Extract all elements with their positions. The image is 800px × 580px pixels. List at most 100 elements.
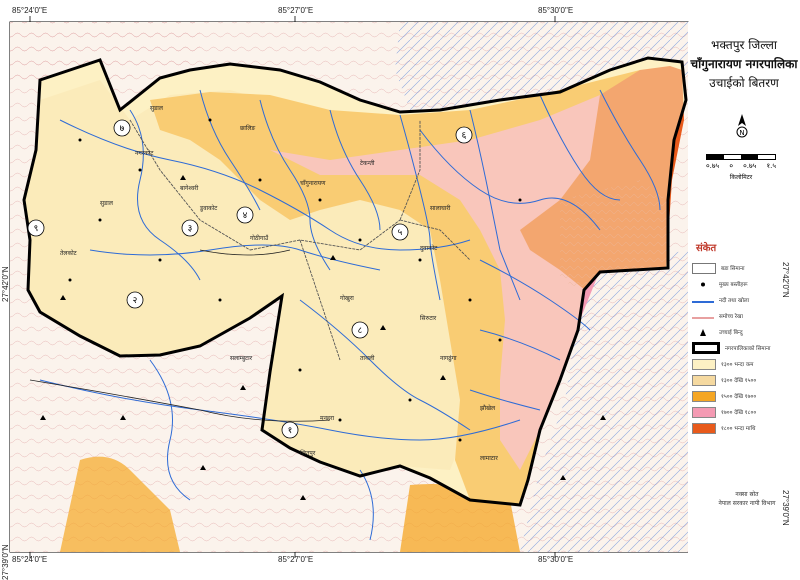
ward-label-1: १ bbox=[281, 421, 299, 439]
legend-symbol bbox=[692, 358, 716, 370]
map-area: १ २ ३ ४ ५ ६ ७ ८ ९ सुडाल बागे bbox=[10, 22, 688, 552]
map-credit: नक्सा स्रोत नेपाल सरकार नापी विभाग bbox=[702, 490, 792, 508]
ward-label-5: ५ bbox=[391, 223, 409, 241]
legend-label: समोच्च रेखा bbox=[719, 314, 743, 320]
legend-label: मुख्य बस्तीहरू bbox=[719, 282, 748, 288]
legend-item: १८०० भन्दा माथि bbox=[692, 420, 796, 436]
ward-number: ५ bbox=[398, 228, 403, 238]
ward-number: ३ bbox=[188, 224, 193, 234]
place-names: सुडाल बागेश्वरी चाँगुनारायण तेलकोट सुडाल… bbox=[60, 105, 498, 462]
ward-number: १ bbox=[288, 426, 293, 436]
legend-label: १७०० देखि १८०० bbox=[721, 410, 757, 416]
ward-number: ८ bbox=[358, 326, 363, 336]
legend-item: नदी तथा खोला bbox=[692, 292, 796, 308]
legend-item: समोच्च रेखा bbox=[692, 308, 796, 324]
title-district: भक्तपुर जिल्ला bbox=[711, 38, 777, 52]
graticule-ticks bbox=[29, 16, 556, 558]
outside-streams-east bbox=[520, 250, 688, 552]
ward-label-8: ८ bbox=[351, 321, 369, 339]
place-label: झौखेल bbox=[480, 404, 496, 412]
legend-item: नगरपालिकाको सिमाना bbox=[692, 340, 796, 356]
legend-item: १३०० देखि १५०० bbox=[692, 372, 796, 388]
coord-bottom-3: 85°30'0"E bbox=[538, 555, 574, 564]
legend-label: १५०० देखि १७०० bbox=[721, 394, 757, 400]
place-label: गोखुरा bbox=[340, 294, 354, 302]
legend: संकेत बडा सिमाना मुख्य बस्तीहरू नदी तथा खो… bbox=[692, 240, 796, 436]
ward-number: २ bbox=[133, 296, 138, 306]
spot-heights bbox=[40, 175, 606, 500]
ward-label-4: ४ bbox=[236, 206, 254, 224]
ward-label-3: ३ bbox=[181, 219, 199, 237]
legend-item: बडा सिमाना bbox=[692, 260, 796, 276]
place-label: तेलकोट bbox=[60, 249, 78, 257]
legend-label: १३०० देखि १५०० bbox=[721, 378, 757, 384]
legend-symbol bbox=[692, 317, 714, 319]
legend-item: १७०० देखि १८०० bbox=[692, 404, 796, 420]
scale-ticks: ०.७५ ० ०.७५ १.५ bbox=[706, 162, 776, 171]
coord-left-2: 27°39'0"N bbox=[1, 544, 10, 580]
place-label: टेकन्ती bbox=[360, 159, 375, 167]
scale-tick: ०.७५ bbox=[706, 162, 720, 170]
coord-top-2: 85°27'0"E bbox=[278, 6, 314, 15]
coord-bottom-2: 85°27'0"E bbox=[278, 555, 314, 564]
legend-item: मुख्य बस्तीहरू bbox=[692, 276, 796, 292]
credit-source: नेपाल सरकार नापी विभाग bbox=[718, 500, 776, 507]
place-label: सालाघारी bbox=[430, 204, 451, 212]
coord-right-2: 27°39'0"N bbox=[781, 490, 790, 526]
map-frame: १ २ ३ ४ ५ ६ ७ ८ ९ सुडाल बागे bbox=[9, 16, 689, 558]
ward-labels: १ २ ३ ४ ५ ६ ७ ८ ९ bbox=[27, 119, 473, 439]
roads bbox=[29, 249, 331, 422]
ward-number: ४ bbox=[243, 211, 248, 221]
scale-unit: किलोमिटर bbox=[729, 174, 753, 181]
legend-symbol bbox=[692, 374, 716, 386]
legend-item: उच्चाई बिन्दु bbox=[692, 324, 796, 340]
settlements bbox=[68, 118, 522, 442]
legend-heading: संकेत bbox=[696, 243, 717, 254]
coord-bottom-1: 85°24'0"E bbox=[12, 555, 48, 564]
place-label: लामाटार bbox=[480, 455, 498, 462]
map-sidebar: भक्तपुर जिल्ला चाँगुनारायण नगरपालिका उचा… bbox=[688, 22, 800, 566]
legend-items: बडा सिमाना मुख्य बस्तीहरू नदी तथा खोला समोच… bbox=[692, 260, 796, 436]
place-label: सिरुटार bbox=[420, 314, 437, 322]
legend-symbol bbox=[692, 280, 714, 289]
scale-bar: ०.७५ ० ०.७५ १.५ किलोमिटर bbox=[706, 154, 776, 181]
coord-left-1: 27°42'0"N bbox=[1, 266, 10, 302]
place-label: सुडाल bbox=[100, 200, 114, 207]
coord-top-1: 85°24'0"E bbox=[12, 6, 48, 15]
legend-symbol bbox=[692, 406, 716, 418]
legend-item: १५०० देखि १७०० bbox=[692, 388, 796, 404]
ward-label-9: ९ bbox=[27, 219, 45, 237]
legend-label: उच्चाई बिन्दु bbox=[719, 330, 743, 336]
title-subject: उचाईको बितरण bbox=[709, 76, 779, 90]
place-label: जितपुर bbox=[300, 449, 316, 457]
place-label: बागेश्वरी bbox=[180, 184, 199, 192]
legend-symbol bbox=[692, 422, 716, 434]
place-label: नगरकोट bbox=[135, 149, 154, 157]
coord-right-1: 27°42'0"N bbox=[781, 262, 790, 298]
outside-patch-sw bbox=[60, 456, 180, 552]
place-label: नागढुंगा bbox=[440, 355, 457, 362]
legend-symbol bbox=[692, 262, 716, 274]
ward-label-6: ६ bbox=[455, 126, 473, 144]
legend-symbol bbox=[692, 342, 720, 354]
north-arrow-icon: N bbox=[736, 114, 748, 138]
scale-bar-graphic bbox=[706, 154, 776, 160]
municipality-boundary bbox=[22, 56, 688, 507]
place-label: चाँगुनारायण bbox=[300, 179, 326, 187]
place-label: सुडाल bbox=[150, 105, 164, 112]
scale-tick: ०.७५ bbox=[743, 162, 757, 170]
ward-label-7: ७ bbox=[113, 119, 131, 137]
ward-label-2: २ bbox=[126, 291, 144, 309]
legend-symbol bbox=[692, 328, 714, 337]
place-label: डुवाकोट bbox=[199, 204, 218, 212]
legend-label: १८०० भन्दा माथि bbox=[721, 426, 756, 432]
legend-symbol bbox=[692, 301, 714, 303]
outside-streams-north bbox=[395, 22, 688, 115]
title-municipality: चाँगुनारायण नगरपालिका bbox=[690, 57, 798, 71]
place-label: मनहरा bbox=[320, 415, 335, 422]
place-label: ताथली bbox=[360, 354, 375, 362]
legend-label: नगरपालिकाको सिमाना bbox=[725, 346, 771, 352]
ward-number: ७ bbox=[120, 124, 125, 134]
credit-source-label: नक्सा स्रोत bbox=[735, 491, 759, 498]
scale-tick: ० bbox=[729, 162, 733, 170]
